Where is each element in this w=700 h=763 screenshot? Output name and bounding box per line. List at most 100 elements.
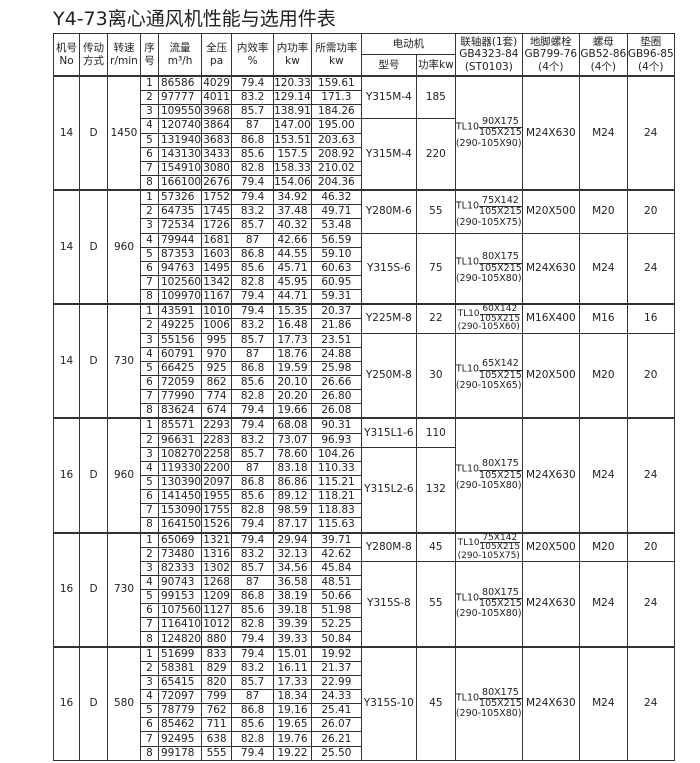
header-label: GB4323-84 bbox=[459, 48, 519, 61]
cell-motor-model: Y315S-6 bbox=[360, 232, 417, 305]
cell-internal-power: 154.06 bbox=[273, 174, 312, 191]
coupling-bottom: 105X215 bbox=[479, 262, 522, 274]
cell-seq: 5 bbox=[140, 589, 159, 605]
cell-internal-power: 44.71 bbox=[273, 289, 312, 305]
cell-seq: 5 bbox=[140, 703, 159, 719]
cell-pressure: 2676 bbox=[201, 174, 233, 191]
cell-pressure: 2283 bbox=[201, 432, 233, 448]
cell-machine-no: 14 bbox=[53, 303, 80, 419]
table-row: 6 141450 1955 85.6 89.12 118.21 bbox=[54, 489, 675, 505]
cell-pressure: 3433 bbox=[201, 146, 233, 162]
cell-seq: 1 bbox=[140, 645, 159, 662]
cell-flow: 77990 bbox=[157, 389, 203, 405]
cell-required-power: 51.98 bbox=[310, 603, 362, 619]
cell-pressure: 1603 bbox=[201, 246, 233, 262]
coupling-prefix: TL10 bbox=[457, 537, 480, 548]
cell-flow: 124820 bbox=[157, 631, 203, 648]
cell-bolt: M24X630 bbox=[521, 417, 580, 534]
table-row: 3 65415 820 85.7 17.33 22.99 bbox=[54, 674, 675, 691]
cell-internal-power: 78.60 bbox=[273, 446, 312, 462]
cell-pressure: 3968 bbox=[201, 104, 233, 120]
coupling-top: 75X142 bbox=[479, 534, 521, 544]
cell-pressure: 555 bbox=[201, 745, 233, 761]
header-label: GB799-76 bbox=[524, 48, 578, 61]
cell-motor-model: Y315S-8 bbox=[360, 560, 417, 648]
cell-internal-power: 40.32 bbox=[273, 218, 312, 234]
cell-drive: D bbox=[79, 645, 108, 761]
cell-seq: 5 bbox=[140, 360, 159, 376]
table-row: 2 64735 1745 83.2 37.48 49.71 bbox=[54, 204, 675, 220]
cell-required-power: 203.63 bbox=[310, 132, 362, 148]
fan-performance-table: 机号 No 传动 方式 转速 r/min 序号 流量 m³/h 全压 pa 内效率% 内功… bbox=[53, 33, 675, 761]
cell-internal-power: 98.59 bbox=[273, 503, 312, 519]
cell-required-power: 25.41 bbox=[310, 703, 362, 719]
cell-pressure: 2200 bbox=[201, 460, 233, 476]
cell-required-power: 96.93 bbox=[310, 432, 362, 448]
cell-efficiency: 85.7 bbox=[231, 446, 275, 462]
coupling-spec: TL10 75X142 105X215 (290-105X75) bbox=[457, 534, 521, 560]
cell-seq: 5 bbox=[140, 474, 159, 491]
cell-internal-power: 18.76 bbox=[273, 346, 312, 362]
cell-flow: 166100 bbox=[157, 174, 203, 191]
coupling-prefix: TL10 bbox=[455, 592, 480, 604]
cell-nut: M24 bbox=[578, 417, 628, 534]
cell-seq: 8 bbox=[140, 174, 159, 191]
cell-flow: 85462 bbox=[157, 717, 203, 733]
cell-efficiency: 79.4 bbox=[231, 174, 275, 191]
header-speed: 转速 r/min bbox=[107, 33, 141, 77]
cell-required-power: 49.71 bbox=[310, 204, 362, 220]
header-label: 转速 bbox=[113, 42, 135, 55]
cell-efficiency: 85.7 bbox=[231, 104, 275, 120]
table-row: 4 90743 1268 87 36.58 48.51 bbox=[54, 574, 675, 591]
cell-nut: M24 bbox=[578, 232, 628, 305]
coupling-prefix: TL10 bbox=[455, 692, 480, 704]
cell-flow: 109970 bbox=[157, 289, 203, 305]
cell-required-power: 46.32 bbox=[310, 189, 362, 206]
cell-pressure: 995 bbox=[201, 332, 233, 348]
cell-efficiency: 86.8 bbox=[231, 589, 275, 605]
cell-flow: 116410 bbox=[157, 617, 203, 633]
cell-pressure: 1302 bbox=[201, 560, 233, 576]
header-machine-no: 机号 No bbox=[53, 33, 80, 77]
header-efficiency: 内效率% bbox=[231, 33, 275, 77]
cell-required-power: 110.33 bbox=[310, 460, 362, 476]
table-row: 3 72534 1726 85.7 40.32 53.48 bbox=[54, 218, 675, 234]
cell-flow: 120740 bbox=[157, 118, 203, 134]
cell-washer: 20 bbox=[626, 189, 675, 234]
cell-pressure: 1755 bbox=[201, 503, 233, 519]
cell-internal-power: 19.59 bbox=[273, 360, 312, 376]
cell-coupling: TL10 65X142 105X215 (290-105X65) bbox=[454, 332, 523, 419]
cell-internal-power: 34.92 bbox=[273, 189, 312, 206]
cell-coupling: TL10 80X175 105X215 (290-105X80) bbox=[454, 232, 523, 305]
header-nut: 螺母 GB52-86 (4个) bbox=[578, 33, 628, 77]
coupling-top: 80X175 bbox=[479, 458, 522, 471]
cell-required-power: 26.08 bbox=[310, 403, 362, 419]
coupling-top: 80X175 bbox=[479, 687, 522, 699]
cell-pressure: 711 bbox=[201, 717, 233, 733]
cell-required-power: 39.71 bbox=[310, 531, 362, 548]
cell-nut: M20 bbox=[578, 332, 628, 419]
header-label: kw bbox=[329, 54, 344, 67]
cell-efficiency: 82.8 bbox=[231, 274, 275, 291]
cell-seq: 3 bbox=[140, 104, 159, 120]
table-row: 6 143130 3433 85.6 157.5 208.92 bbox=[54, 146, 675, 162]
cell-seq: 7 bbox=[140, 274, 159, 291]
cell-required-power: 184.26 bbox=[310, 104, 362, 120]
cell-flow: 109550 bbox=[157, 104, 203, 120]
cell-internal-power: 89.12 bbox=[273, 489, 312, 505]
cell-efficiency: 87 bbox=[231, 232, 275, 248]
cell-flow: 57326 bbox=[157, 189, 203, 206]
cell-internal-power: 45.95 bbox=[273, 274, 312, 291]
cell-internal-power: 147.00 bbox=[273, 118, 312, 134]
cell-pressure: 1526 bbox=[201, 517, 233, 533]
coupling-fraction: 65X142 105X215 bbox=[479, 358, 522, 381]
cell-nut: M24 bbox=[578, 74, 628, 191]
table-row: 2 58381 829 83.2 16.11 21.37 bbox=[54, 660, 675, 676]
header-label: 机号 bbox=[56, 42, 77, 55]
cell-flow: 60791 bbox=[157, 346, 203, 362]
cell-seq: 7 bbox=[140, 389, 159, 405]
cell-flow: 72059 bbox=[157, 374, 203, 391]
cell-internal-power: 158.33 bbox=[273, 160, 312, 176]
cell-seq: 8 bbox=[140, 631, 159, 648]
cell-seq: 7 bbox=[140, 731, 159, 747]
